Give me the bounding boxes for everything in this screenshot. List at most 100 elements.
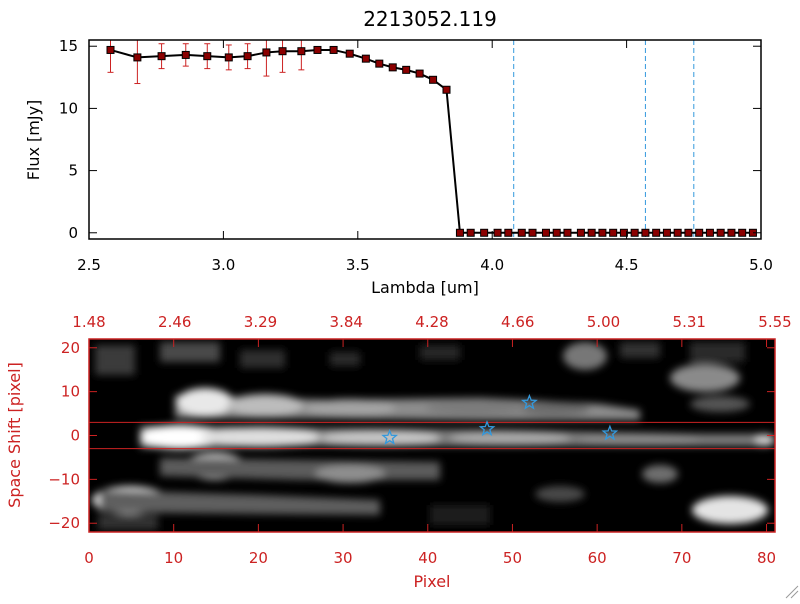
- data-point-marker: [609, 228, 618, 237]
- data-point-marker: [727, 228, 736, 237]
- bottom-y-axis-label: Space Shift [pixel]: [5, 362, 24, 508]
- data-point-marker: [493, 228, 502, 237]
- data-point-marker: [598, 228, 607, 237]
- data-point-marker: [716, 228, 725, 237]
- heatmap-image: [89, 342, 775, 530]
- heatmap-blob: [642, 465, 678, 483]
- data-point-marker: [329, 45, 338, 54]
- data-point-marker: [517, 228, 526, 237]
- data-point-marker: [345, 49, 354, 58]
- data-point-marker: [630, 228, 639, 237]
- y-tick-label: 0: [70, 427, 80, 445]
- top-y-axis-label: Flux [mJy]: [24, 100, 43, 181]
- data-point-marker: [705, 228, 714, 237]
- heatmap-blob: [520, 402, 590, 416]
- x-tick-label: 4.5: [615, 256, 639, 274]
- heatmap-blob: [692, 496, 768, 524]
- x-tick-label: 4.0: [480, 256, 504, 274]
- heatmap-blob: [315, 465, 385, 483]
- data-point-marker: [313, 45, 322, 54]
- data-point-marker: [662, 228, 671, 237]
- top-y-ticks: 0 5 10 15: [59, 37, 761, 242]
- data-point-marker: [203, 52, 212, 61]
- top-axis-wavelength-label: 1.48: [72, 313, 105, 331]
- heatmap-blob: [535, 486, 585, 502]
- x-tick-label: 60: [588, 549, 607, 567]
- data-point-marker: [641, 228, 650, 237]
- data-point-marker: [673, 228, 682, 237]
- heatmap-band-lower: [100, 490, 380, 515]
- data-point-marker: [402, 65, 411, 74]
- top-axis-wavelength-label: 4.66: [501, 313, 534, 331]
- heatmap-speckle: [240, 350, 285, 368]
- star-marker-icon: [381, 428, 399, 445]
- star-marker-icon: [601, 424, 619, 441]
- x-tick-label: 50: [503, 549, 522, 567]
- heatmap-blob: [755, 434, 775, 446]
- data-point-marker: [541, 228, 550, 237]
- data-point-marker: [262, 48, 271, 57]
- heatmap-blob: [690, 396, 750, 412]
- trace-panel: 0 10 20 30 40 50 60 70 80 1.48 2.46 3.29 3.84 4.28 4.…: [5, 313, 792, 591]
- heatmap-blob: [450, 431, 570, 445]
- data-point-marker: [587, 228, 596, 237]
- star-marker-icon: [520, 393, 538, 410]
- heatmap-speckle: [330, 352, 360, 366]
- data-point-marker: [504, 228, 513, 237]
- data-point-marker: [684, 228, 693, 237]
- heatmap-speckle: [620, 342, 660, 358]
- y-tick-label: 15: [59, 37, 78, 55]
- data-point-marker: [388, 63, 397, 72]
- x-tick-label: 70: [672, 549, 691, 567]
- top-axis-wavelength-label: 5.55: [758, 313, 791, 331]
- data-point-marker: [181, 50, 190, 59]
- y-tick-label: −20: [48, 514, 80, 532]
- data-point-marker: [224, 53, 233, 62]
- x-tick-label: 2.5: [77, 256, 101, 274]
- data-point-marker: [429, 75, 438, 84]
- y-tick-label: −10: [48, 470, 80, 488]
- x-tick-label: 30: [334, 549, 353, 567]
- bottom-stars-group: [381, 393, 619, 445]
- resize-grip-icon[interactable]: [785, 585, 799, 599]
- data-point-marker: [455, 228, 464, 237]
- spectrum-panel: 2213052.119 2.5 3.0 3.5 4.0 4.5 5.0 0 5 10 15 La…: [24, 7, 773, 297]
- heatmap-blob: [320, 430, 440, 446]
- y-tick-label: 10: [61, 383, 80, 401]
- top-x-ticks: 2.5 3.0 3.5 4.0 4.5 5.0: [77, 40, 773, 274]
- data-point-marker: [415, 69, 424, 78]
- data-point-marker: [576, 228, 585, 237]
- top-markers-group: [106, 45, 757, 237]
- heatmap-blob: [563, 342, 607, 370]
- y-tick-label: 0: [68, 224, 78, 242]
- bottom-x-axis-label: Pixel: [413, 572, 450, 591]
- x-tick-label: 40: [418, 549, 437, 567]
- heatmap-speckle: [430, 505, 490, 525]
- x-tick-label: 3.5: [346, 256, 370, 274]
- data-point-marker: [157, 52, 166, 61]
- x-tick-label: 20: [249, 549, 268, 567]
- y-tick-label: 5: [68, 162, 78, 180]
- data-point-marker: [738, 228, 747, 237]
- star-marker-icon: [478, 420, 496, 437]
- heatmap-blob: [177, 388, 233, 416]
- data-point-marker: [375, 59, 384, 68]
- x-tick-label: 0: [84, 549, 94, 567]
- top-axis-wavelength-label: 2.46: [158, 313, 191, 331]
- x-tick-label: 3.0: [211, 256, 235, 274]
- heatmap-blob: [140, 425, 220, 449]
- heatmap-blob: [425, 401, 525, 415]
- data-point-marker: [106, 45, 115, 54]
- bottom-x-ticks: 0 10 20 30 40 50 60 70 80: [84, 339, 776, 567]
- top-axis-wavelength-label: 3.84: [330, 313, 363, 331]
- data-point-marker: [563, 228, 572, 237]
- top-vlines-group: [513, 40, 695, 239]
- heatmap-speckle: [160, 342, 220, 362]
- bottom-top-axis-labels: 1.48 2.46 3.29 3.84 4.28 4.66 5.00 5.31 5.55: [72, 313, 791, 331]
- data-point-marker: [466, 228, 475, 237]
- data-point-marker: [361, 54, 370, 63]
- heatmap-speckle: [95, 345, 135, 375]
- heatmap-blobs: [92, 342, 775, 530]
- top-axis-wavelength-label: 5.31: [673, 313, 706, 331]
